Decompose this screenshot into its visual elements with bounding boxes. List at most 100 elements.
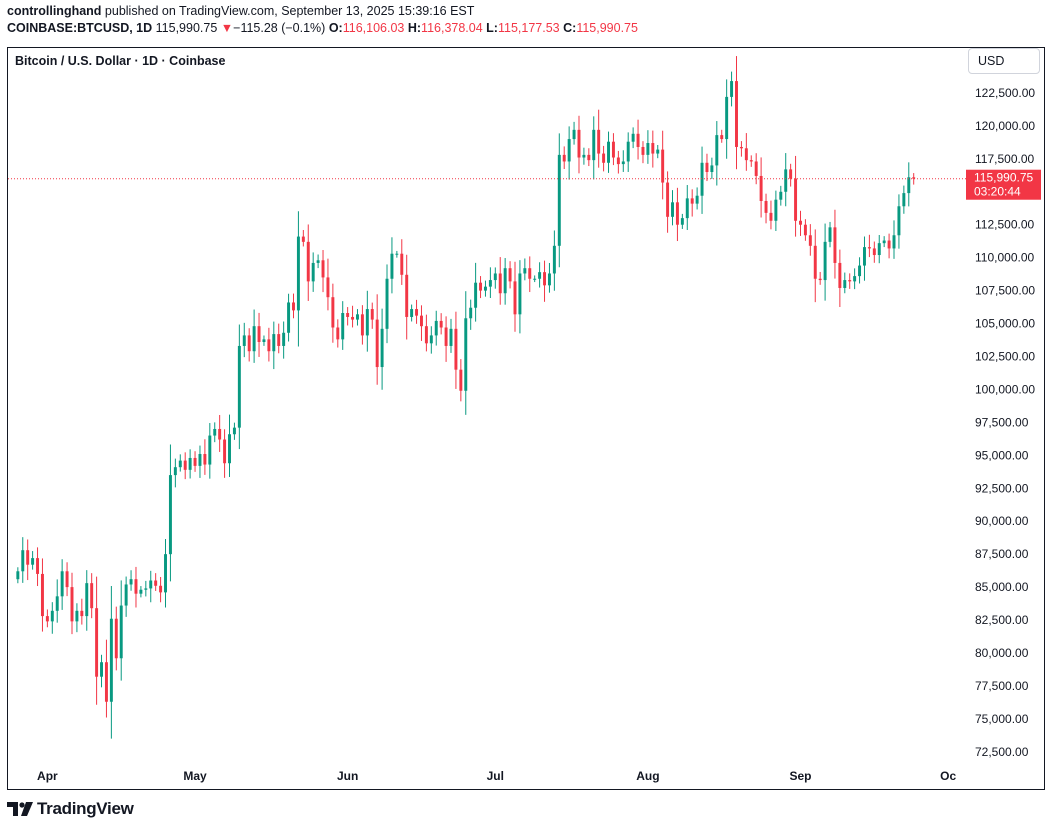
candle-body	[528, 268, 532, 279]
candle-body	[129, 579, 133, 585]
candle	[592, 116, 596, 180]
candle	[464, 291, 468, 415]
candle	[370, 302, 374, 329]
candle-body	[759, 175, 763, 201]
candle	[902, 185, 906, 214]
candle	[513, 261, 517, 332]
candle	[144, 580, 148, 597]
candle-body	[675, 202, 679, 225]
candle-body	[164, 554, 167, 593]
candle	[257, 312, 261, 357]
candle	[784, 153, 788, 207]
candle-body	[203, 454, 207, 465]
candle-body	[715, 135, 719, 166]
candle-body	[498, 273, 502, 294]
candle	[247, 328, 251, 362]
candle	[149, 570, 153, 603]
candle-body	[444, 327, 448, 346]
candle-body	[419, 315, 423, 327]
y-tick-label: 85,000.00	[975, 580, 1029, 594]
candle	[242, 322, 246, 358]
candle	[70, 572, 74, 635]
candle	[863, 236, 866, 281]
x-tick-label: May	[183, 769, 207, 783]
candle	[735, 56, 738, 170]
candle	[21, 537, 25, 583]
candle-body	[31, 558, 35, 565]
candle-body	[818, 278, 822, 281]
candle	[60, 559, 64, 610]
candle	[552, 230, 556, 291]
candle-body	[882, 240, 886, 244]
candle	[346, 307, 350, 326]
candle-body	[725, 96, 729, 140]
candle-body	[779, 191, 783, 200]
candle-body	[188, 457, 192, 470]
y-tick-label: 110,000.00	[975, 251, 1034, 265]
candle-body	[547, 273, 551, 286]
candle	[725, 79, 729, 159]
candle-body	[744, 148, 748, 161]
candle	[483, 280, 487, 297]
candle-body	[557, 154, 561, 246]
candle-body	[754, 161, 758, 176]
candle	[395, 250, 399, 258]
candle	[40, 558, 44, 632]
candle-body	[513, 281, 517, 315]
candle-body	[336, 327, 340, 340]
candle-body	[75, 610, 79, 622]
candle-body	[370, 309, 374, 320]
candle	[828, 221, 832, 248]
y-tick-label: 95,000.00	[975, 448, 1029, 462]
candle	[498, 257, 502, 305]
y-tick-label: 112,500.00	[975, 218, 1034, 232]
candle-body	[223, 439, 227, 464]
candle-body	[415, 309, 419, 316]
tradingview-logo[interactable]: TradingView	[7, 799, 134, 819]
candle	[50, 602, 54, 634]
candle-body	[395, 253, 399, 255]
candle	[661, 130, 665, 200]
currency-button[interactable]: USD	[968, 48, 1040, 74]
candle-body	[912, 177, 916, 179]
candle	[385, 264, 389, 344]
candle-body	[597, 129, 601, 154]
candle-body	[119, 605, 123, 659]
candle	[631, 127, 635, 149]
y-tick-label: 117,500.00	[975, 152, 1034, 166]
candle	[877, 234, 881, 264]
candle	[749, 155, 753, 167]
candle	[602, 145, 606, 172]
candle	[671, 190, 674, 226]
candle	[444, 316, 448, 362]
candle-body	[508, 268, 512, 282]
candle-body	[572, 129, 576, 140]
candle-body	[784, 169, 788, 192]
candle-body	[114, 618, 118, 659]
candle	[311, 252, 315, 292]
candle	[690, 189, 694, 217]
candle-body	[70, 587, 74, 622]
candle	[730, 71, 734, 107]
candle	[794, 155, 798, 237]
candle	[154, 573, 158, 591]
candle	[36, 547, 40, 587]
candle-body	[301, 236, 305, 242]
candle-body	[562, 154, 566, 162]
candle-body	[803, 224, 807, 236]
candle-body	[139, 589, 143, 594]
candle-body	[267, 339, 271, 352]
candle	[754, 153, 758, 185]
candle-body	[720, 135, 724, 140]
candle	[164, 539, 167, 608]
candle-body	[252, 326, 256, 352]
candle	[218, 414, 222, 452]
high-label: H:	[407, 21, 422, 35]
close-label: C:	[563, 21, 577, 35]
candle	[715, 121, 719, 186]
candle	[124, 576, 128, 617]
candle-body	[424, 326, 428, 344]
candle	[759, 157, 763, 218]
candle-body	[735, 81, 738, 147]
